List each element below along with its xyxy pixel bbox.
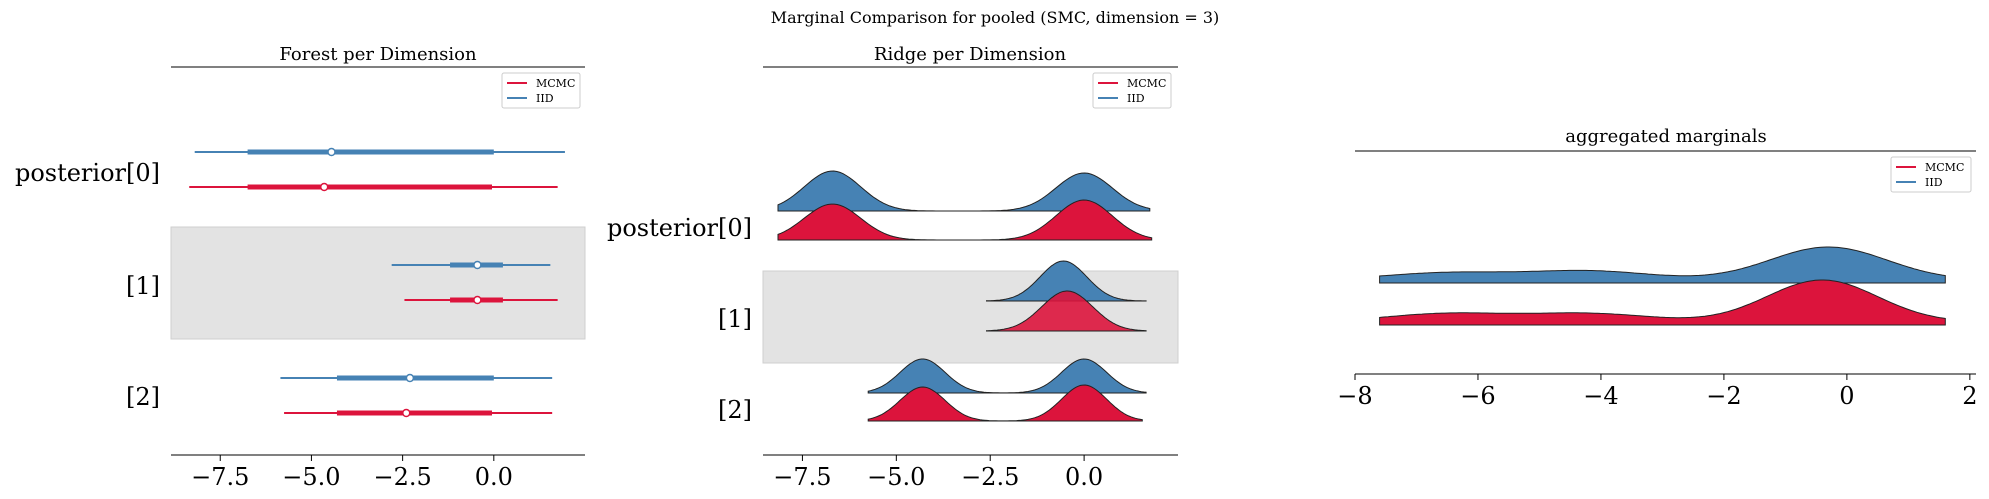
- ridge-tick-label: −5.0: [867, 463, 925, 491]
- ridge-row-labels: posterior[0] [1] [2]: [607, 214, 752, 424]
- ridge-legend-box: [1092, 72, 1172, 109]
- aggregated-legend-box: [1890, 156, 1972, 193]
- forest-mcmc-point: [402, 408, 411, 418]
- ridge-row-label: [2]: [718, 396, 752, 424]
- ridge-panel: Ridge per Dimension posterior[0] [1] [2] −…: [607, 44, 1179, 491]
- forest-legend-iid-label: IID: [536, 92, 554, 105]
- forest-tick-label: 0.0: [475, 463, 513, 491]
- forest-mcmc-point: [473, 295, 482, 305]
- ridge-panel-title: Ridge per Dimension: [874, 44, 1067, 65]
- ridge-row-label: posterior[0]: [607, 214, 752, 242]
- forest-row-label: [1]: [126, 272, 160, 300]
- aggregated-tick-label: −4: [1583, 382, 1618, 410]
- aggregated-panel: aggregated marginals −8 −6 −4 −2 0 2 MCMC IID: [1337, 126, 1977, 410]
- forest-legend-mcmc-label: MCMC: [536, 77, 575, 90]
- ridge-mcmc-density: [867, 384, 1143, 422]
- forest-row-label: posterior[0]: [15, 159, 160, 187]
- forest-iid-point: [405, 373, 415, 383]
- ridge-row-bands: [762, 270, 1179, 364]
- ridge-tick-label: 0.0: [1065, 463, 1103, 491]
- ridge-tick-label: −2.5: [961, 463, 1019, 491]
- forest-row-bands: [170, 226, 586, 340]
- forest-row-band: [170, 226, 586, 340]
- forest-tick-label: −5.0: [282, 463, 340, 491]
- ridge-row-band: [762, 270, 1179, 364]
- forest-x-ticks: −7.5 −5.0 −2.5 0.0: [191, 455, 513, 491]
- aggregated-tick-label: −6: [1460, 382, 1495, 410]
- forest-iid-point: [473, 260, 482, 270]
- ridge-row-label: [1]: [718, 305, 752, 333]
- aggregated-mcmc-density: [1379, 279, 1946, 326]
- forest-row-labels: posterior[0] [1] [2]: [15, 159, 160, 411]
- aggregated-legend-iid-label: IID: [1925, 176, 1943, 189]
- forest-legend: MCMC IID: [501, 72, 581, 109]
- aggregated-legend: MCMC IID: [1890, 156, 1972, 193]
- forest-marks: [189, 147, 565, 418]
- aggregated-tick-label: 2: [1962, 382, 1977, 410]
- ridge-mcmc-density: [986, 290, 1147, 332]
- aggregated-legend-mcmc-label: MCMC: [1925, 161, 1964, 174]
- aggregated-tick-label: 0: [1839, 382, 1854, 410]
- forest-tick-label: −7.5: [191, 463, 249, 491]
- forest-row-label: [2]: [126, 383, 160, 411]
- forest-tick-label: −2.5: [373, 463, 431, 491]
- aggregated-tick-label: −8: [1337, 382, 1372, 410]
- ridge-x-ticks: −7.5 −5.0 −2.5 0.0: [773, 455, 1103, 491]
- ridge-legend-mcmc-label: MCMC: [1127, 77, 1166, 90]
- aggregated-panel-title: aggregated marginals: [1565, 126, 1766, 147]
- aggregated-iid-density: [1379, 246, 1946, 284]
- forest-iid-point: [327, 147, 336, 157]
- ridge-legend: MCMC IID: [1092, 72, 1172, 109]
- aggregated-x-ticks: −8 −6 −4 −2 0 2: [1337, 374, 1977, 410]
- ridge-iid-density: [986, 260, 1147, 302]
- aggregated-tick-label: −2: [1706, 382, 1741, 410]
- forest-legend-box: [501, 72, 581, 109]
- figure-suptitle: Marginal Comparison for pooled (SMC, dim…: [771, 8, 1220, 27]
- ridge-mcmc-density: [777, 199, 1153, 241]
- ridge-iid-density: [867, 358, 1147, 394]
- aggregated-marks: [1379, 246, 1946, 326]
- ridge-tick-label: −7.5: [773, 463, 831, 491]
- forest-panel: Forest per Dimension posterior[0][1][2] …: [15, 44, 586, 491]
- ridge-legend-iid-label: IID: [1127, 92, 1145, 105]
- forest-mcmc-point: [319, 182, 329, 192]
- forest-panel-title: Forest per Dimension: [279, 44, 477, 65]
- ridge-iid-density: [777, 170, 1151, 212]
- ridge-marks: [777, 170, 1153, 422]
